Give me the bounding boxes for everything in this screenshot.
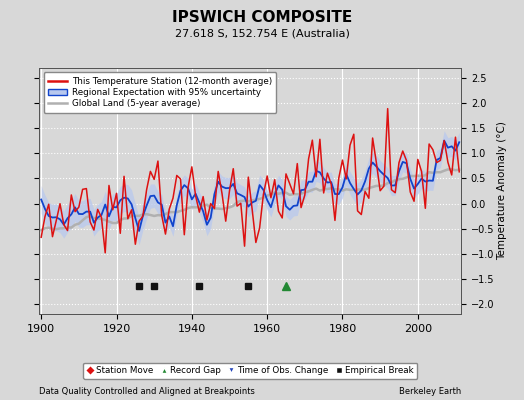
Text: IPSWICH COMPOSITE: IPSWICH COMPOSITE bbox=[172, 10, 352, 26]
Y-axis label: Temperature Anomaly (°C): Temperature Anomaly (°C) bbox=[497, 122, 507, 260]
Text: Berkeley Earth: Berkeley Earth bbox=[399, 387, 461, 396]
Legend: Station Move, Record Gap, Time of Obs. Change, Empirical Break: Station Move, Record Gap, Time of Obs. C… bbox=[83, 362, 418, 378]
Text: 27.618 S, 152.754 E (Australia): 27.618 S, 152.754 E (Australia) bbox=[174, 29, 350, 39]
Text: Data Quality Controlled and Aligned at Breakpoints: Data Quality Controlled and Aligned at B… bbox=[39, 387, 255, 396]
